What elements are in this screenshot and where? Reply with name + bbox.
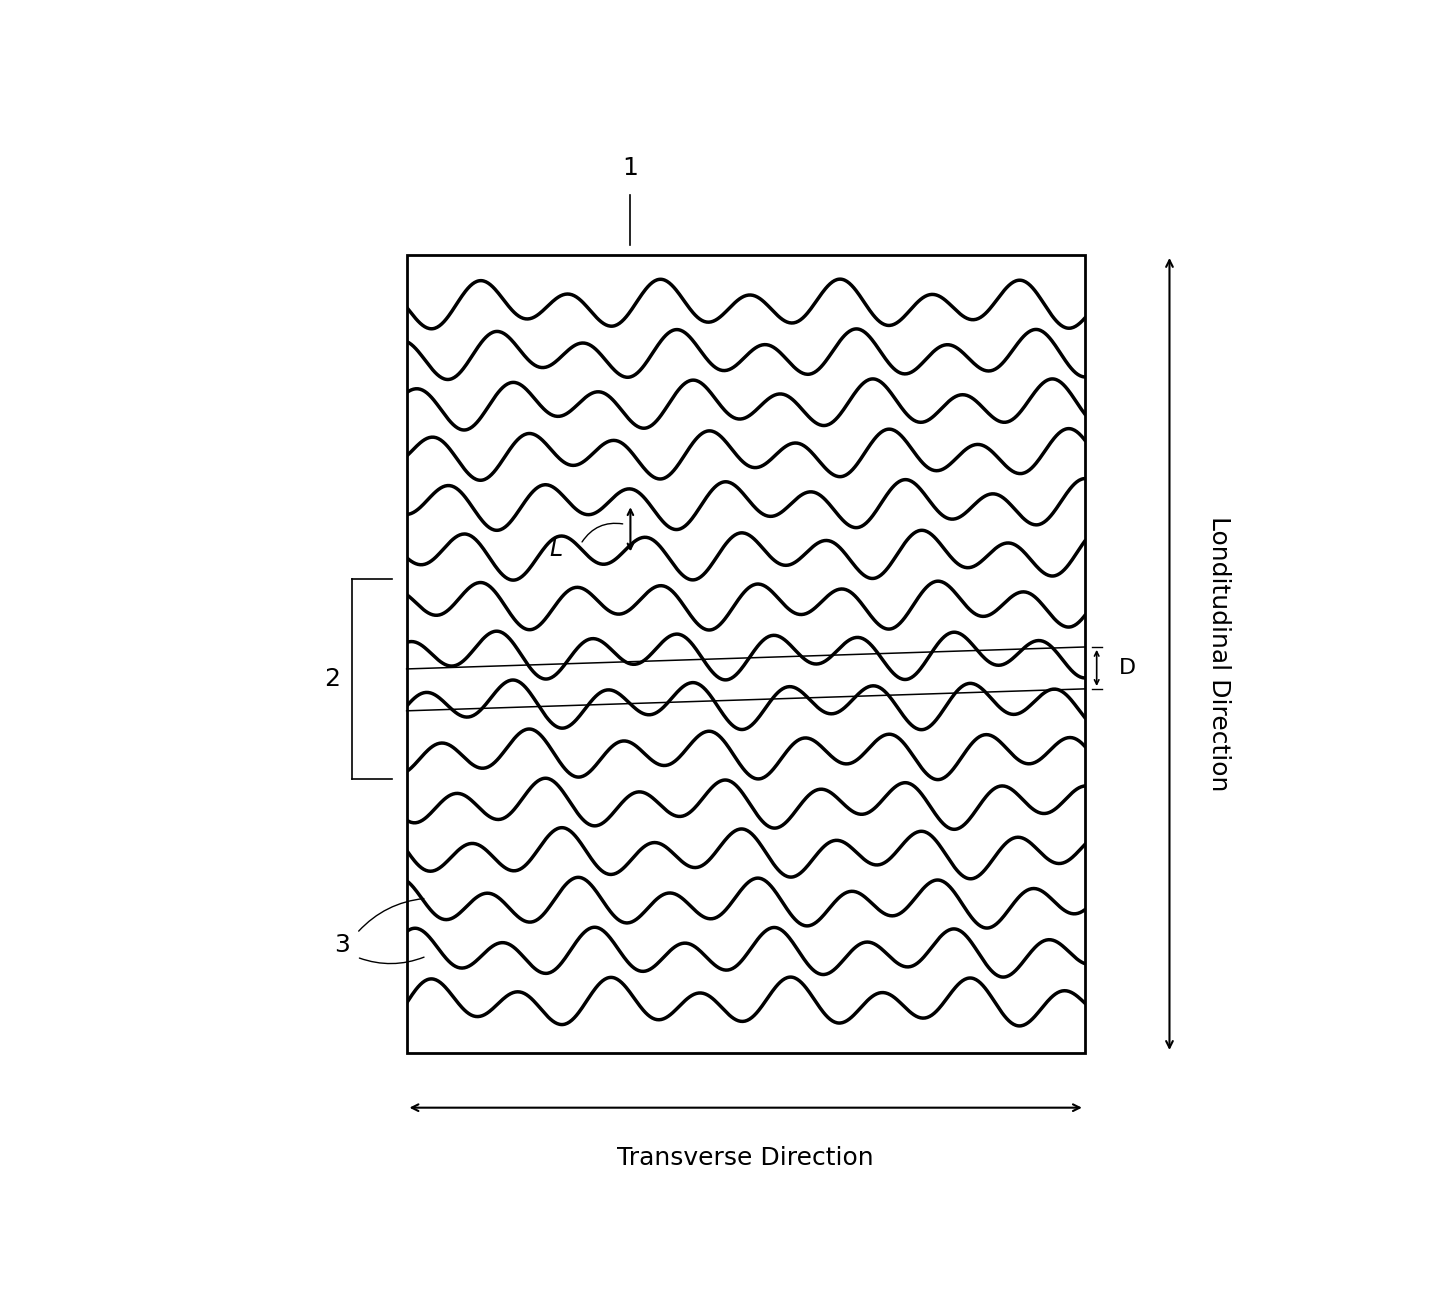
Text: 1: 1 [623, 157, 639, 180]
Text: 2: 2 [324, 667, 340, 692]
Text: 3: 3 [335, 934, 349, 957]
Text: D: D [1119, 658, 1136, 679]
FancyArrowPatch shape [582, 523, 623, 541]
Text: Transverse Direction: Transverse Direction [617, 1146, 874, 1169]
Text: L: L [549, 537, 562, 561]
Text: Londitudinal Direction: Londitudinal Direction [1208, 517, 1231, 791]
Bar [406, 255, 1085, 1053]
